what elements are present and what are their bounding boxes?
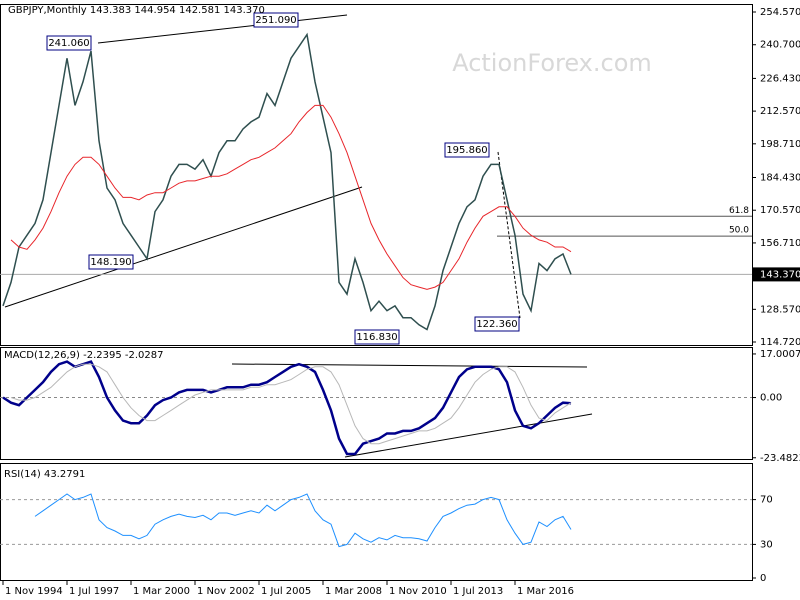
fib-label: 61.8 — [729, 206, 749, 216]
x-tick-label: 1 Jul 1997 — [69, 586, 119, 597]
series-line — [2, 360, 572, 456]
series-line — [10, 104, 572, 290]
trend-line — [231, 363, 588, 368]
trend-line — [4, 186, 363, 308]
y-tick-label: 198.710 — [760, 139, 800, 150]
y-tick-label: 226.430 — [760, 73, 800, 84]
watermark: ActionForex.com — [452, 49, 652, 77]
y-tick-label: 70 — [760, 495, 773, 506]
series-line — [10, 363, 572, 445]
y-tick-label: 240.700 — [760, 40, 800, 51]
series-line — [34, 493, 572, 548]
current-price-box — [752, 267, 800, 282]
x-tick-label: 1 Nov 1994 — [5, 586, 63, 597]
price-annotation-box — [46, 35, 92, 51]
price-pane — [0, 4, 753, 346]
y-tick-label: 30 — [760, 539, 773, 550]
x-tick-label: 1 Nov 2002 — [197, 586, 255, 597]
fib-label: 50.0 — [729, 226, 749, 236]
x-tick-label: 1 Jul 2005 — [261, 586, 311, 597]
y-tick-label: 0.00 — [760, 393, 782, 404]
price-annotation: 148.190 — [90, 257, 131, 268]
trend-line — [497, 151, 521, 319]
y-tick-label: 128.570 — [760, 304, 800, 315]
trend-line — [97, 14, 348, 44]
y-tick-label: 114.720 — [760, 337, 800, 348]
pane-title: GBPJPY,Monthly 143.383 144.954 142.581 1… — [8, 5, 265, 16]
price-annotation-box — [88, 254, 134, 270]
price-annotation-box — [474, 316, 520, 332]
x-tick-label: 1 Jul 2013 — [453, 586, 503, 597]
y-tick-label: 184.430 — [760, 173, 800, 184]
rsi-pane — [0, 463, 753, 581]
price-annotation: 195.860 — [446, 145, 487, 156]
y-tick-label: 17.0007 — [760, 349, 800, 360]
trend-line — [344, 413, 593, 458]
macd-pane — [0, 347, 753, 460]
price-annotation: 251.090 — [255, 15, 296, 26]
x-tick-label: 1 Nov 2010 — [389, 586, 447, 597]
price-annotation-box — [444, 142, 490, 158]
pane-title: MACD(12,26,9) -2.2395 -2.0287 — [4, 350, 164, 361]
price-annotation: 116.830 — [356, 332, 397, 343]
x-tick-label: 1 Mar 2016 — [517, 586, 574, 597]
price-annotation-box — [354, 329, 400, 345]
pane-title: RSI(14) 43.2791 — [4, 469, 85, 480]
x-tick-label: 1 Mar 2000 — [133, 586, 190, 597]
price-annotation: 241.060 — [48, 38, 89, 49]
y-tick-label: 212.570 — [760, 106, 800, 117]
price-annotation: 122.360 — [476, 319, 517, 330]
series-line — [2, 32, 572, 331]
price-annotation-box — [253, 12, 299, 28]
y-tick-label: 0 — [760, 573, 766, 584]
x-tick-label: 1 Mar 2008 — [325, 586, 382, 597]
y-tick-label: 254.570 — [760, 7, 800, 18]
y-tick-label: 156.710 — [760, 238, 800, 249]
y-tick-label: -23.4823 — [760, 453, 800, 464]
current-price-label: 143.370 — [760, 269, 800, 280]
y-tick-label: 170.570 — [760, 205, 800, 216]
